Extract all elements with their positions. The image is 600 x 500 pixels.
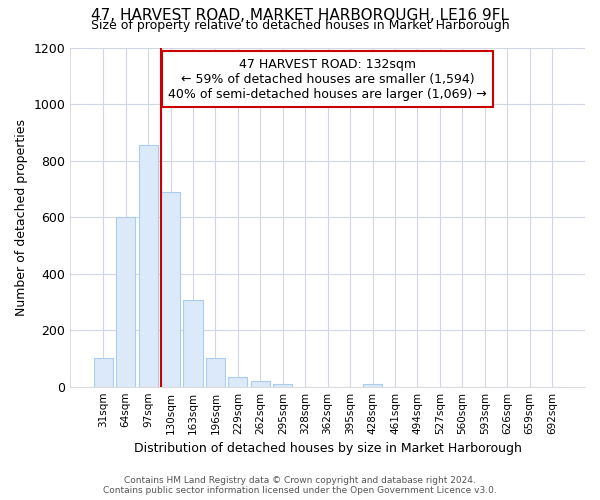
Bar <box>161 192 180 386</box>
Text: Contains HM Land Registry data © Crown copyright and database right 2024.
Contai: Contains HM Land Registry data © Crown c… <box>103 476 497 495</box>
Bar <box>184 300 203 386</box>
Y-axis label: Number of detached properties: Number of detached properties <box>15 118 28 316</box>
Bar <box>273 384 292 386</box>
Text: Size of property relative to detached houses in Market Harborough: Size of property relative to detached ho… <box>91 18 509 32</box>
Bar <box>206 358 225 386</box>
Bar <box>139 145 158 386</box>
Text: 47, HARVEST ROAD, MARKET HARBOROUGH, LE16 9FL: 47, HARVEST ROAD, MARKET HARBOROUGH, LE1… <box>91 8 509 22</box>
Bar <box>94 358 113 386</box>
Bar <box>251 381 270 386</box>
Bar <box>116 217 135 386</box>
Bar <box>363 384 382 386</box>
X-axis label: Distribution of detached houses by size in Market Harborough: Distribution of detached houses by size … <box>134 442 521 455</box>
Text: 47 HARVEST ROAD: 132sqm
← 59% of detached houses are smaller (1,594)
40% of semi: 47 HARVEST ROAD: 132sqm ← 59% of detache… <box>168 58 487 100</box>
Bar <box>229 378 247 386</box>
